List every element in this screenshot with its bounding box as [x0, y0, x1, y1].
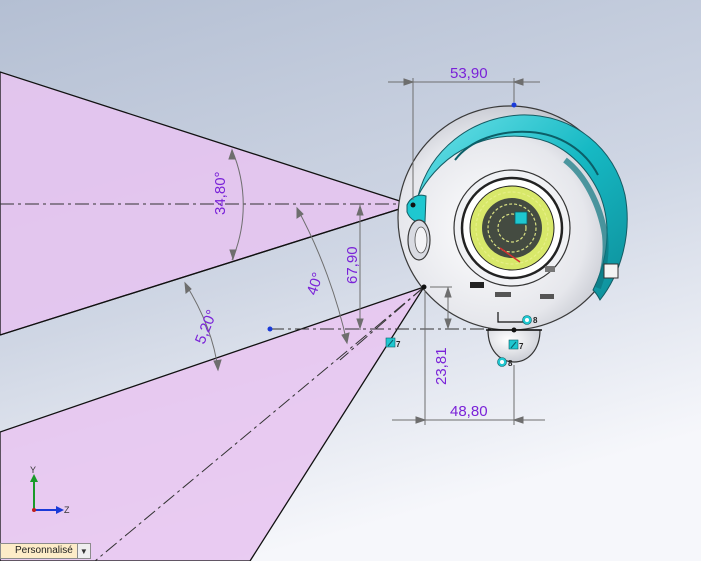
relation-marker-3[interactable]: 7: [508, 339, 524, 351]
relation-marker-4[interactable]: 8: [497, 357, 514, 369]
robot-head-model[interactable]: [397, 105, 628, 363]
dimension-angle-middle[interactable]: 40°: [304, 270, 327, 297]
svg-text:7: 7: [519, 342, 524, 351]
side-connector: [603, 263, 619, 279]
reference-triad: Y Z: [30, 465, 70, 515]
dimension-angle-upper[interactable]: 34,80°: [212, 171, 229, 215]
view-selector-dropdown-icon[interactable]: ▼: [76, 544, 90, 558]
dimension-height-vertical[interactable]: 67,90: [344, 246, 361, 284]
dimension-top-width[interactable]: 53,90: [450, 65, 488, 82]
teal-shell: [417, 114, 628, 301]
view-selector-label: Personnalisé: [15, 545, 73, 556]
dimension-offset-vertical[interactable]: 23,81: [433, 347, 450, 385]
svg-text:8: 8: [533, 316, 538, 325]
view-orientation-selector[interactable]: Personnalisé ▼: [0, 543, 91, 559]
svg-text:8: 8: [508, 359, 513, 368]
svg-text:7: 7: [396, 340, 401, 349]
dimension-bottom-width[interactable]: 48,80: [450, 403, 488, 420]
sketch-points[interactable]: [267, 102, 517, 333]
dimension-lines: [184, 78, 545, 425]
lower-cone: [0, 285, 426, 561]
front-sensor: [406, 194, 427, 223]
relation-marker-2[interactable]: 8: [522, 315, 539, 326]
triad-y-label: Y: [30, 465, 36, 475]
relation-marker-1[interactable]: 7: [385, 337, 401, 349]
triad-z-label: Z: [64, 505, 70, 515]
